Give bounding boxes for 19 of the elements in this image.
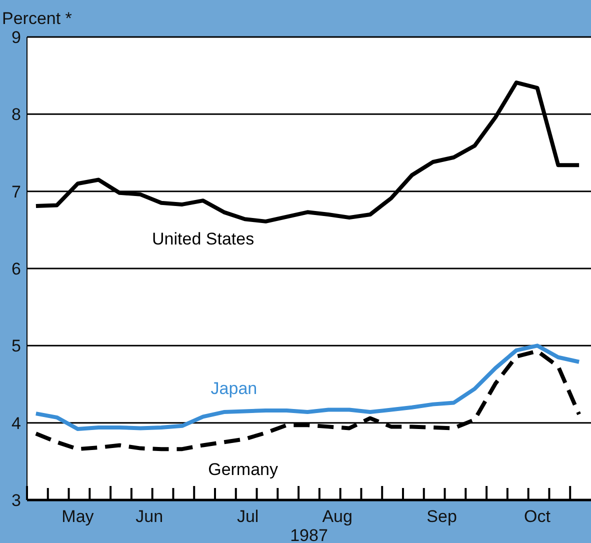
x-tick-label: Sep bbox=[426, 507, 457, 526]
x-axis-title: 1987 bbox=[290, 526, 328, 543]
x-tick-label: Jul bbox=[236, 507, 259, 526]
y-tick-label: 6 bbox=[12, 259, 21, 278]
x-tick-label: Aug bbox=[322, 507, 352, 526]
x-tick-label: Jun bbox=[136, 507, 164, 526]
y-tick-label: 8 bbox=[12, 105, 21, 124]
x-tick-label: Oct bbox=[524, 507, 551, 526]
series-label: Germany bbox=[208, 460, 279, 480]
line-series bbox=[34, 344, 582, 432]
y-axis-title: Percent * bbox=[2, 9, 72, 28]
x-tick-label: May bbox=[62, 507, 94, 526]
y-tick-label: 9 bbox=[12, 28, 21, 47]
series-label: Japan bbox=[210, 379, 258, 398]
y-tick-label: 3 bbox=[12, 490, 21, 510]
y-tick-label: 5 bbox=[12, 336, 21, 356]
series-label: United States bbox=[152, 230, 254, 249]
y-tick-label: 4 bbox=[12, 414, 21, 433]
y-tick-label: 7 bbox=[12, 182, 21, 202]
